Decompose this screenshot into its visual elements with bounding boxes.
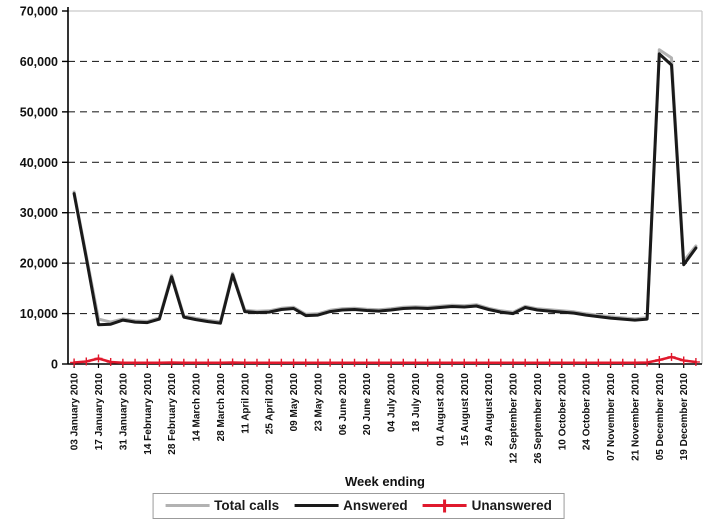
x-axis-label: 25 April 2010 — [265, 373, 276, 435]
legend-label-total-calls: Total calls — [214, 498, 280, 513]
x-axis-label: 24 October 2010 — [582, 373, 593, 451]
x-axis-label: 28 March 2010 — [216, 373, 227, 442]
chart-legend: Total calls Answered Unanswered — [152, 493, 565, 519]
x-axis-label: 03 January 2010 — [70, 373, 81, 451]
x-axis-label: 04 July 2010 — [387, 373, 398, 432]
x-axis-label: 05 December 2010 — [655, 373, 666, 461]
x-axis-label: 31 January 2010 — [118, 373, 129, 451]
series-line-answered — [72, 52, 698, 327]
x-axis-label: 17 January 2010 — [94, 373, 105, 451]
x-axis-label: 20 June 2010 — [362, 373, 373, 436]
y-axis-label: 10,000 — [20, 307, 58, 321]
legend-label-answered: Answered — [343, 498, 408, 513]
x-axis-label: 18 July 2010 — [411, 373, 422, 432]
legend-label-unanswered: Unanswered — [471, 498, 552, 513]
y-axis-label: 60,000 — [20, 55, 58, 69]
x-axis-label: 01 August 2010 — [435, 373, 446, 446]
legend-item-unanswered: Unanswered — [422, 498, 552, 513]
y-axis-label: 30,000 — [20, 206, 58, 220]
x-axis-label: 14 February 2010 — [143, 373, 154, 455]
x-axis-label: 28 February 2010 — [167, 373, 178, 455]
y-axis-label: 20,000 — [20, 257, 58, 271]
x-axis-title: Week ending — [345, 474, 425, 489]
x-axis-label: 11 April 2010 — [240, 373, 251, 434]
y-axis-label: 50,000 — [20, 105, 58, 119]
unanswered-line-swatch — [422, 499, 467, 512]
y-axis-label: 0 — [51, 358, 58, 372]
plus-marker-icon — [443, 499, 447, 512]
x-axis-label: 29 August 2010 — [484, 373, 495, 446]
x-axis-label: 07 November 2010 — [606, 373, 617, 461]
x-axis-label: 19 December 2010 — [679, 373, 690, 461]
x-axis-label: 14 March 2010 — [192, 373, 203, 442]
series-line-total-calls — [72, 48, 698, 324]
x-axis-label: 12 September 2010 — [509, 373, 520, 464]
answered-line-swatch — [294, 504, 339, 507]
legend-item-answered: Answered — [294, 498, 408, 513]
total-calls-line-swatch — [165, 504, 210, 507]
x-axis-label: 23 May 2010 — [313, 373, 324, 432]
x-axis-label: 15 August 2010 — [460, 373, 471, 446]
x-axis-label: 26 September 2010 — [533, 373, 544, 464]
y-axis-label: 40,000 — [20, 156, 58, 170]
x-axis-label: 10 October 2010 — [557, 373, 568, 451]
legend-item-total-calls: Total calls — [165, 498, 279, 513]
x-axis-label: 09 May 2010 — [289, 373, 300, 432]
x-axis-label: 06 June 2010 — [338, 373, 349, 436]
x-axis-label: 21 November 2010 — [630, 373, 641, 461]
series-line-unanswered — [72, 355, 698, 364]
y-axis-label: 70,000 — [20, 5, 58, 19]
